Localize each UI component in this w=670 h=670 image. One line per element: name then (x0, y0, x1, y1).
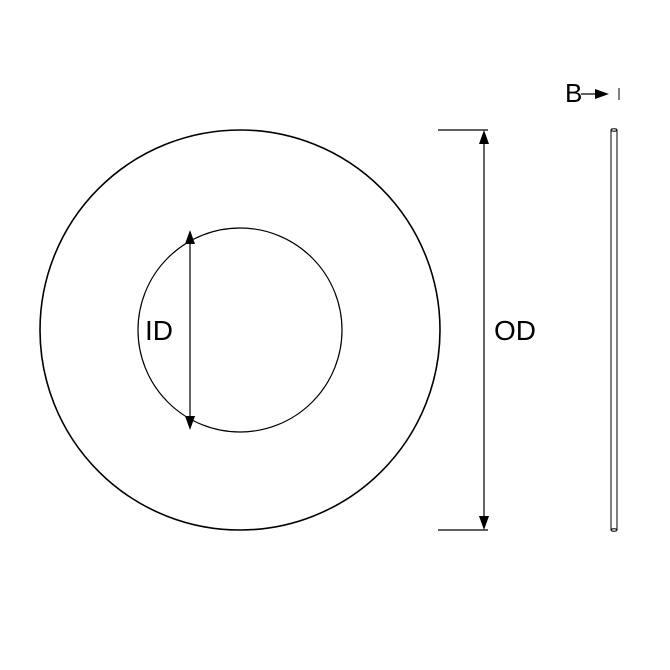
id-label: ID (145, 315, 173, 346)
side-view-bottom-cap (611, 529, 617, 531)
washer-technical-drawing: ID OD B (0, 0, 670, 670)
washer-outer-circle (40, 130, 440, 530)
od-label: OD (494, 315, 536, 346)
b-label: B (565, 78, 582, 108)
side-view-top-cap (611, 129, 617, 131)
